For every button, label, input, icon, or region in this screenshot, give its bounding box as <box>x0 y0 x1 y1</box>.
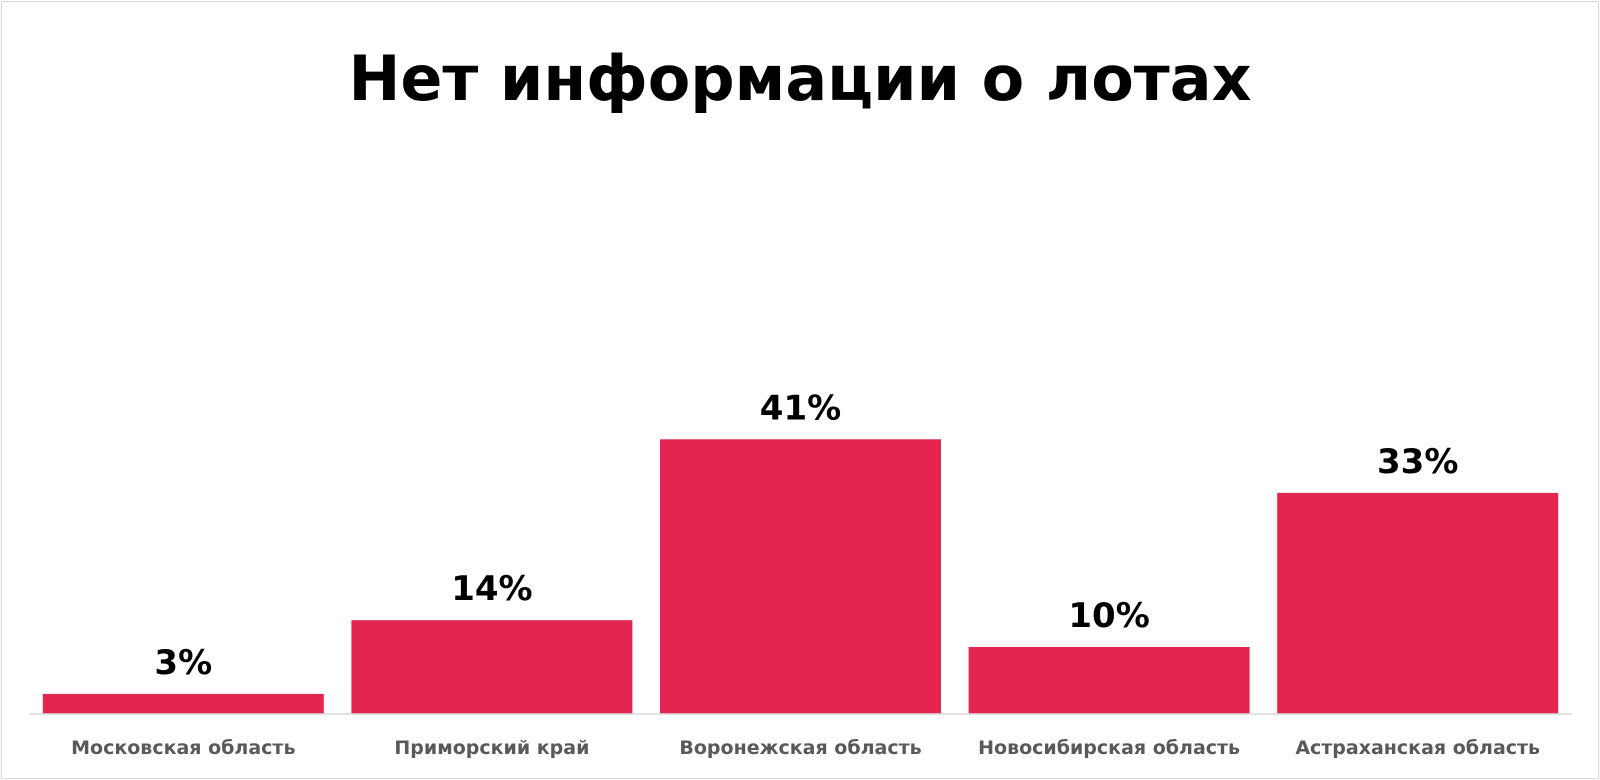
bar-2 <box>351 620 633 714</box>
category-label-2: Приморский край <box>394 737 589 759</box>
value-label-5: 33% <box>1377 442 1458 482</box>
bar-1 <box>42 693 324 714</box>
value-label-4: 10% <box>1068 596 1149 636</box>
value-labels-group: 3% 14% 41% 10% 33% <box>154 388 1458 683</box>
category-labels-group: Московская область Приморский край Воронеж… <box>71 737 1540 759</box>
category-label-5: Астраханская область <box>1295 737 1540 759</box>
bars-group <box>42 439 1559 714</box>
value-label-1: 3% <box>154 643 212 683</box>
category-label-1: Московская область <box>71 737 295 759</box>
bar-5 <box>1277 492 1559 714</box>
chart-title: Нет информации о лотах <box>348 42 1252 115</box>
category-label-3: Воронежская область <box>679 737 921 759</box>
bar-4 <box>968 647 1250 714</box>
category-label-4: Новосибирская область <box>978 737 1240 759</box>
bar-3 <box>660 439 941 714</box>
value-label-3: 41% <box>760 388 841 428</box>
value-label-2: 14% <box>451 569 532 609</box>
